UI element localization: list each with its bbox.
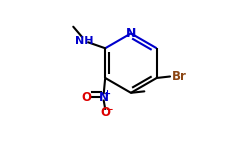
Text: O: O <box>81 91 91 104</box>
Text: O: O <box>100 106 110 119</box>
Text: NH: NH <box>75 36 94 46</box>
Text: +: + <box>104 89 110 98</box>
Text: −: − <box>105 105 113 114</box>
Text: N: N <box>126 27 136 40</box>
Text: Br: Br <box>172 70 187 83</box>
Text: N: N <box>99 91 109 104</box>
